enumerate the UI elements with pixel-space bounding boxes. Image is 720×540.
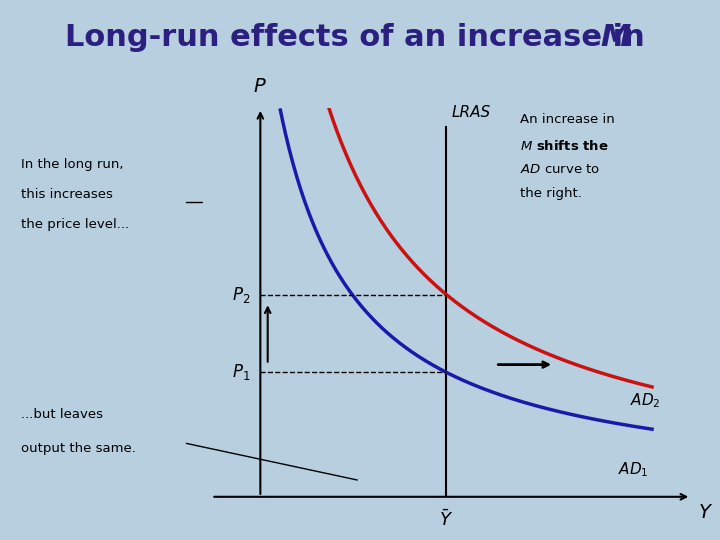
Text: the right.: the right. xyxy=(520,187,582,200)
Text: the price level...: the price level... xyxy=(21,218,129,231)
Text: this increases: this increases xyxy=(21,188,113,201)
Text: In the long run,: In the long run, xyxy=(21,158,124,171)
Text: $Y$: $Y$ xyxy=(698,503,714,522)
Text: $\mathit{AD}$ curve to: $\mathit{AD}$ curve to xyxy=(520,163,600,176)
Text: ...but leaves: ...but leaves xyxy=(21,408,103,421)
Text: LRAS: LRAS xyxy=(451,105,490,120)
Text: Long-run effects of an increase in: Long-run effects of an increase in xyxy=(65,23,655,52)
Text: $\mathit{M}$ shifts the: $\mathit{M}$ shifts the xyxy=(520,139,608,153)
Text: An increase in: An increase in xyxy=(520,113,614,126)
Text: output the same.: output the same. xyxy=(21,442,136,455)
Text: $P_1$: $P_1$ xyxy=(232,362,251,382)
Text: $P_2$: $P_2$ xyxy=(233,285,251,305)
Text: $P$: $P$ xyxy=(253,77,267,96)
Text: $AD_2$: $AD_2$ xyxy=(630,391,661,409)
Text: M: M xyxy=(600,23,631,52)
Text: $AD_1$: $AD_1$ xyxy=(618,460,649,479)
Text: $\bar{Y}$: $\bar{Y}$ xyxy=(439,510,454,530)
